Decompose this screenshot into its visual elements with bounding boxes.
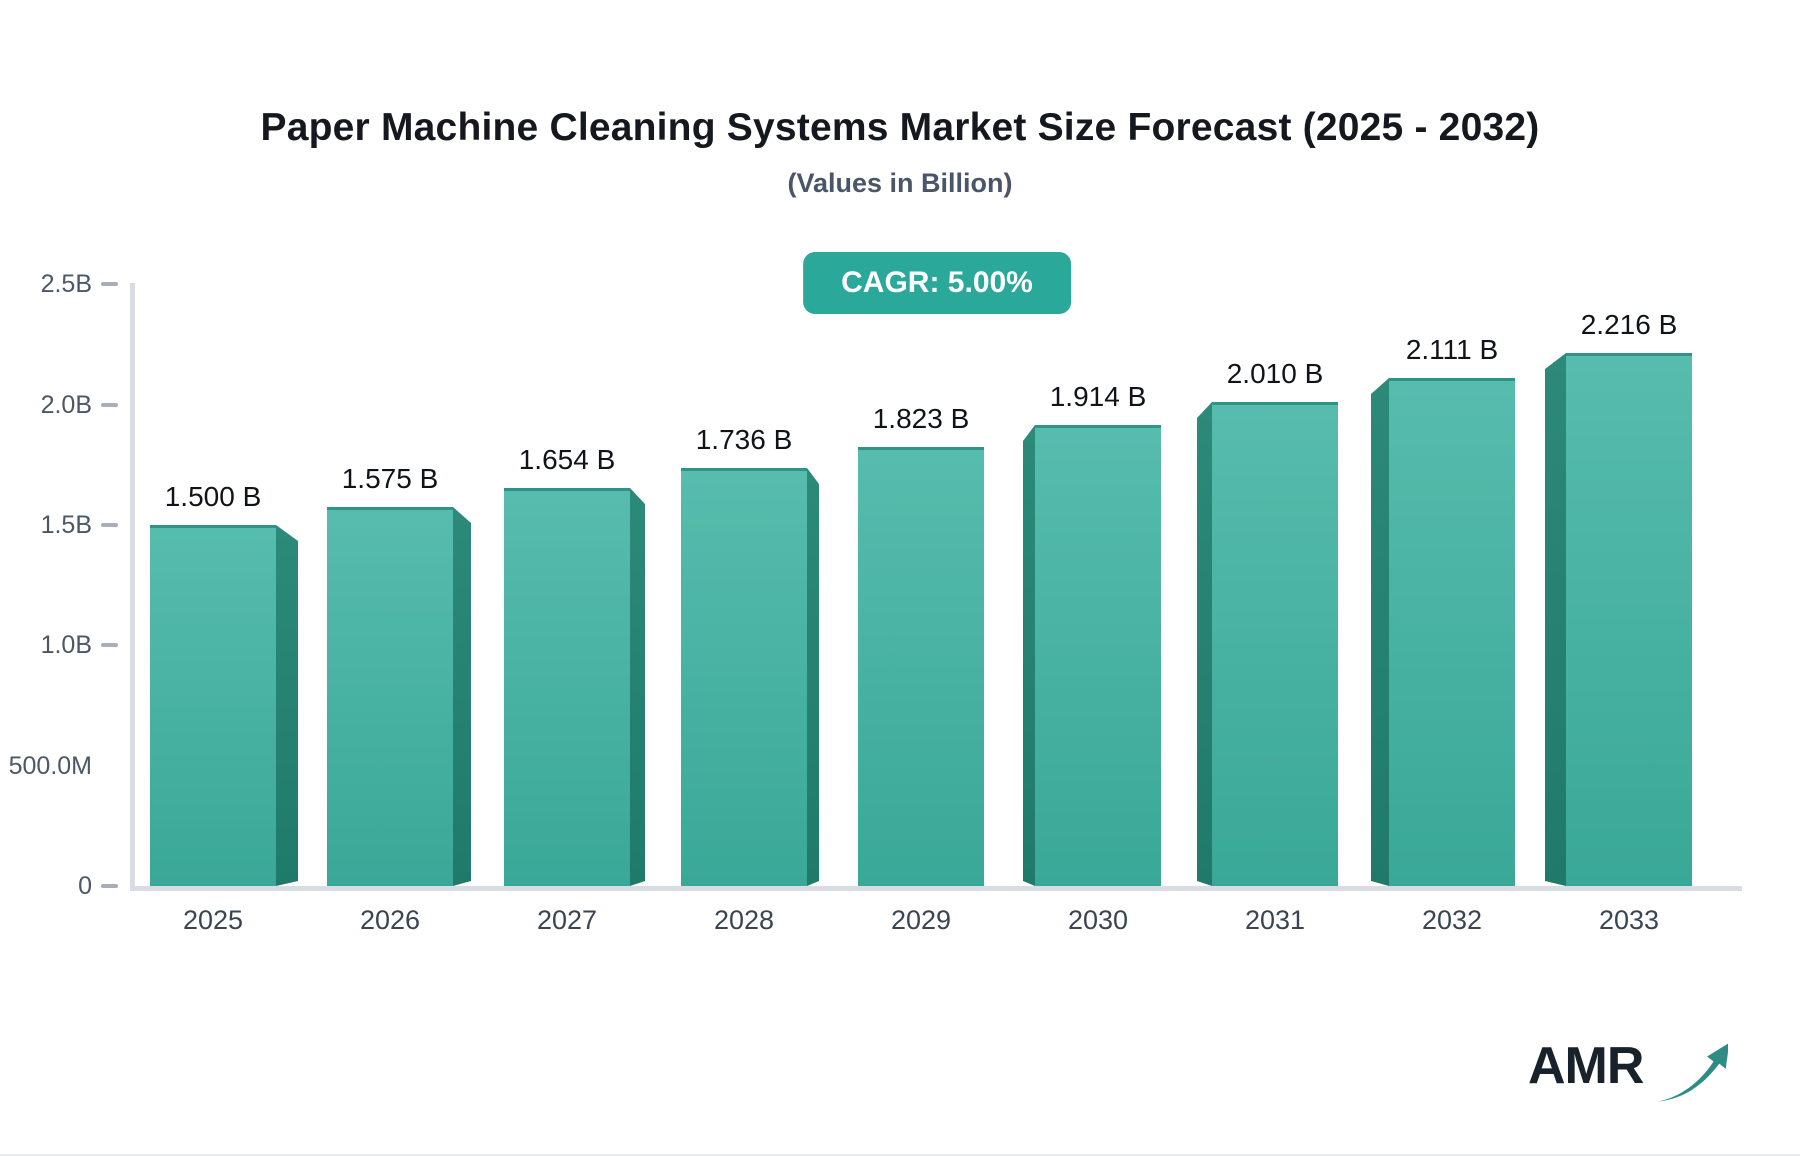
bar-value-label-2028: 1.736 B <box>695 424 793 455</box>
x-axis-label-2032: 2032 <box>1421 905 1483 935</box>
bar-side-face-2026 <box>453 507 471 886</box>
bar-side-face-2025 <box>276 525 298 886</box>
bottom-divider <box>0 1154 1800 1156</box>
bar-value-label-2030: 1.914 B <box>1049 381 1147 412</box>
bar-2026 <box>327 507 453 886</box>
bar-2028 <box>681 468 807 886</box>
y-axis-tick-dash <box>101 643 118 648</box>
y-axis-tick-label: 500.0M <box>8 751 92 780</box>
y-axis-tick-dash <box>101 282 118 287</box>
bar-2030 <box>1035 425 1161 886</box>
bar-value-label-2026: 1.575 B <box>341 463 439 494</box>
bar-side-face-2030 <box>1023 425 1035 886</box>
y-axis-tick-label: 1.0B <box>40 631 92 660</box>
x-axis-label-2031: 2031 <box>1244 905 1306 935</box>
y-axis-line <box>130 283 135 891</box>
y-axis-tick-label: 2.0B <box>40 390 92 419</box>
bar-value-label-2029: 1.823 B <box>872 403 970 434</box>
bar-2032 <box>1389 378 1515 886</box>
bar-value-label-2025: 1.500 B <box>164 481 262 512</box>
amr-logo: AMR <box>1528 1036 1748 1116</box>
bar-value-label-2032: 2.111 B <box>1405 334 1499 365</box>
y-axis-tick-dash <box>101 402 118 407</box>
y-axis-tick-label: 2.5B <box>40 270 92 299</box>
bar-side-face-2031 <box>1197 402 1212 886</box>
bar-2029 <box>858 447 984 886</box>
amr-logo-text: AMR <box>1528 1037 1644 1095</box>
x-axis-label-2028: 2028 <box>713 905 775 935</box>
bar-value-label-2031: 2.010 B <box>1226 358 1324 389</box>
y-axis-tick-label: 1.5B <box>40 510 92 539</box>
x-axis-label-2033: 2033 <box>1598 905 1660 935</box>
growth-arrow-icon <box>1656 1040 1730 1111</box>
bar-value-label-2027: 1.654 B <box>518 444 616 475</box>
x-axis-label-2029: 2029 <box>890 905 952 935</box>
bar-2033 <box>1566 353 1692 886</box>
bar-value-label-2033: 2.216 B <box>1580 309 1678 340</box>
x-axis-label-2030: 2030 <box>1067 905 1129 935</box>
y-axis-tick-dash <box>101 522 118 527</box>
bar-side-face-2028 <box>807 468 819 886</box>
y-axis-tick-dash <box>101 884 118 888</box>
x-axis-label-2027: 2027 <box>536 905 598 935</box>
chart-subtitle: (Values in Billion) <box>787 168 1013 198</box>
bar-2027 <box>504 488 630 886</box>
x-axis-label-2026: 2026 <box>359 905 421 935</box>
cagr-badge: CAGR: 5.00% <box>803 252 1071 314</box>
bar-2025 <box>150 525 276 886</box>
chart-title: Paper Machine Cleaning Systems Market Si… <box>260 106 1540 149</box>
bar-2031 <box>1212 402 1338 886</box>
y-axis-tick-label: 0 <box>78 872 92 900</box>
bar-side-face-2033 <box>1545 353 1566 886</box>
x-axis-line <box>130 886 1742 891</box>
x-axis-label-2025: 2025 <box>182 905 244 935</box>
bar-side-face-2032 <box>1371 378 1389 886</box>
bar-side-face-2027 <box>630 488 645 886</box>
